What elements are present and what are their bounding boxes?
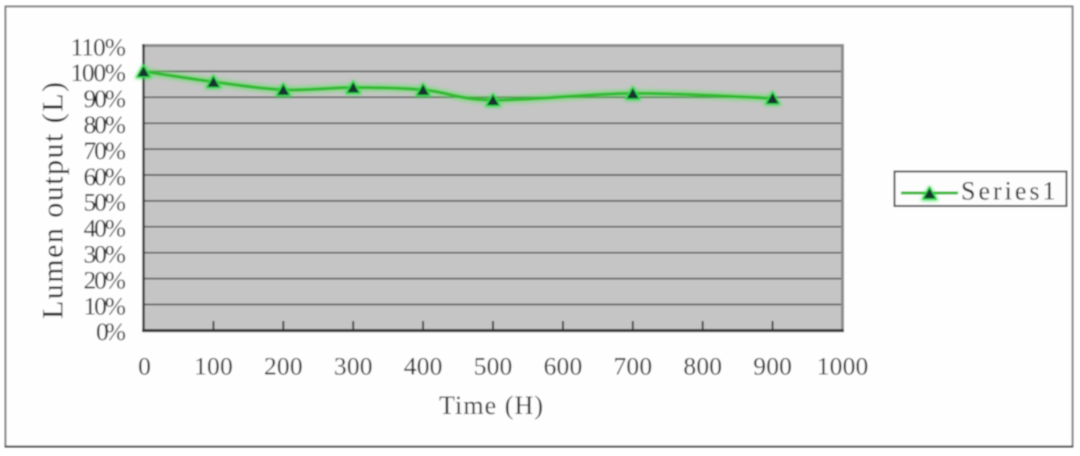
- svg-text:40%: 40%: [84, 214, 127, 243]
- svg-text:Time (H): Time (H): [439, 391, 543, 420]
- svg-text:400: 400: [404, 352, 443, 381]
- svg-text:10%: 10%: [84, 291, 127, 320]
- svg-text:20%: 20%: [84, 265, 127, 294]
- svg-text:900: 900: [753, 352, 792, 381]
- svg-text:500: 500: [474, 352, 513, 381]
- svg-text:100: 100: [194, 352, 233, 381]
- svg-text:90%: 90%: [84, 84, 127, 113]
- svg-text:70%: 70%: [84, 136, 127, 165]
- svg-text:200: 200: [264, 352, 303, 381]
- svg-text:800: 800: [683, 352, 722, 381]
- svg-text:100%: 100%: [71, 58, 127, 87]
- svg-text:30%: 30%: [84, 240, 127, 269]
- svg-text:600: 600: [544, 352, 583, 381]
- svg-text:0%: 0%: [96, 317, 126, 346]
- svg-text:Lumen output (L): Lumen output (L): [37, 82, 70, 319]
- svg-text:60%: 60%: [84, 162, 127, 191]
- svg-text:1000: 1000: [817, 352, 869, 381]
- svg-text:110%: 110%: [71, 32, 127, 61]
- svg-text:300: 300: [334, 352, 373, 381]
- svg-text:0: 0: [138, 352, 151, 381]
- svg-text:80%: 80%: [84, 110, 127, 139]
- svg-text:50%: 50%: [84, 188, 127, 217]
- svg-text:700: 700: [614, 352, 653, 381]
